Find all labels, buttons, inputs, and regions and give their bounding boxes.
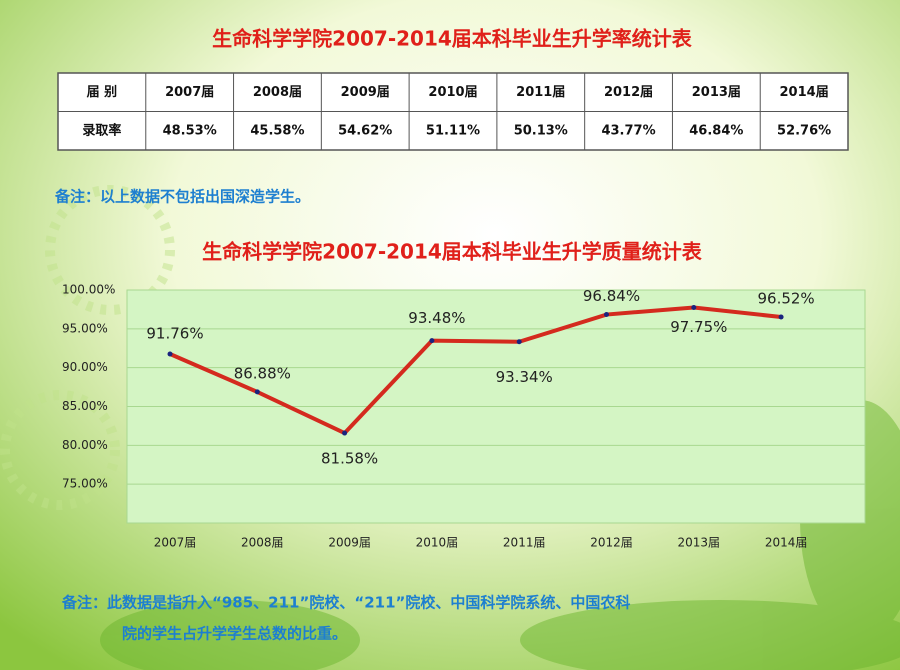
x-tick-label: 2008届 xyxy=(241,536,284,550)
table-cell: 2014届 xyxy=(780,85,829,100)
x-tick-label: 2014届 xyxy=(765,536,808,550)
table-cell: 43.77% xyxy=(601,123,655,138)
note: 备注：此数据是指升入“985、211”院校、“211”院校、中国科学院系统、中国… xyxy=(61,594,630,612)
data-label: 96.52% xyxy=(757,290,814,308)
table-cell: 52.76% xyxy=(777,123,831,138)
page-title: 生命科学学院2007-2014届本科毕业生升学率统计表 xyxy=(212,27,693,51)
data-label: 91.76% xyxy=(146,324,203,342)
data-label: 96.84% xyxy=(583,287,640,305)
data-point xyxy=(604,312,609,318)
x-tick-label: 2013届 xyxy=(678,536,721,550)
table-cell: 54.62% xyxy=(338,123,392,138)
data-point xyxy=(254,389,260,395)
data-line xyxy=(169,305,782,436)
x-tick-label: 2009届 xyxy=(328,536,371,550)
table-cell: 51.11% xyxy=(426,123,480,138)
data-point xyxy=(429,338,435,344)
data-label: 93.34% xyxy=(496,368,553,386)
data-point xyxy=(778,314,784,320)
y-tick-label: 100.00% xyxy=(62,283,115,297)
y-tick-label: 95.00% xyxy=(62,321,108,335)
note: 备注：以上数据不包括出国深造学生。 xyxy=(54,188,310,206)
data-point xyxy=(516,339,522,345)
table-cell: 2010届 xyxy=(428,85,477,100)
x-tick-label: 2011届 xyxy=(503,536,546,550)
x-tick-label: 2010届 xyxy=(416,536,459,550)
note: 院的学生占升学学生总数的比重。 xyxy=(122,625,347,643)
data-label: 97.75% xyxy=(670,318,727,336)
chart-title: 生命科学学院2007-2014届本科毕业生升学质量统计表 xyxy=(202,240,703,264)
y-tick-label: 85.00% xyxy=(62,399,108,413)
x-tick-label: 2012届 xyxy=(590,536,633,550)
y-tick-label: 90.00% xyxy=(62,360,108,374)
data-label: 81.58% xyxy=(321,450,378,468)
table-cell: 45.58% xyxy=(250,123,304,138)
data-point xyxy=(342,430,348,436)
x-tick-label: 2007届 xyxy=(154,536,197,550)
table-cell: 48.53% xyxy=(163,123,217,138)
table-cell: 2012届 xyxy=(604,85,653,100)
table-cell: 2013届 xyxy=(692,85,741,100)
table-cell: 2011届 xyxy=(516,85,565,100)
table-cell: 2007届 xyxy=(165,85,214,100)
table-cell: 50.13% xyxy=(514,123,568,138)
table-cell: 2009届 xyxy=(341,85,390,100)
y-tick-label: 80.00% xyxy=(62,438,108,452)
table-cell: 届 别 xyxy=(87,85,118,100)
table-cell: 2008届 xyxy=(253,85,302,100)
table-cell: 46.84% xyxy=(689,123,743,138)
data-label: 93.48% xyxy=(408,309,465,327)
table-cell: 录取率 xyxy=(82,122,121,138)
data-point xyxy=(167,351,173,357)
y-tick-label: 75.00% xyxy=(62,477,108,491)
data-label: 86.88% xyxy=(234,364,291,382)
data-point xyxy=(691,304,697,310)
